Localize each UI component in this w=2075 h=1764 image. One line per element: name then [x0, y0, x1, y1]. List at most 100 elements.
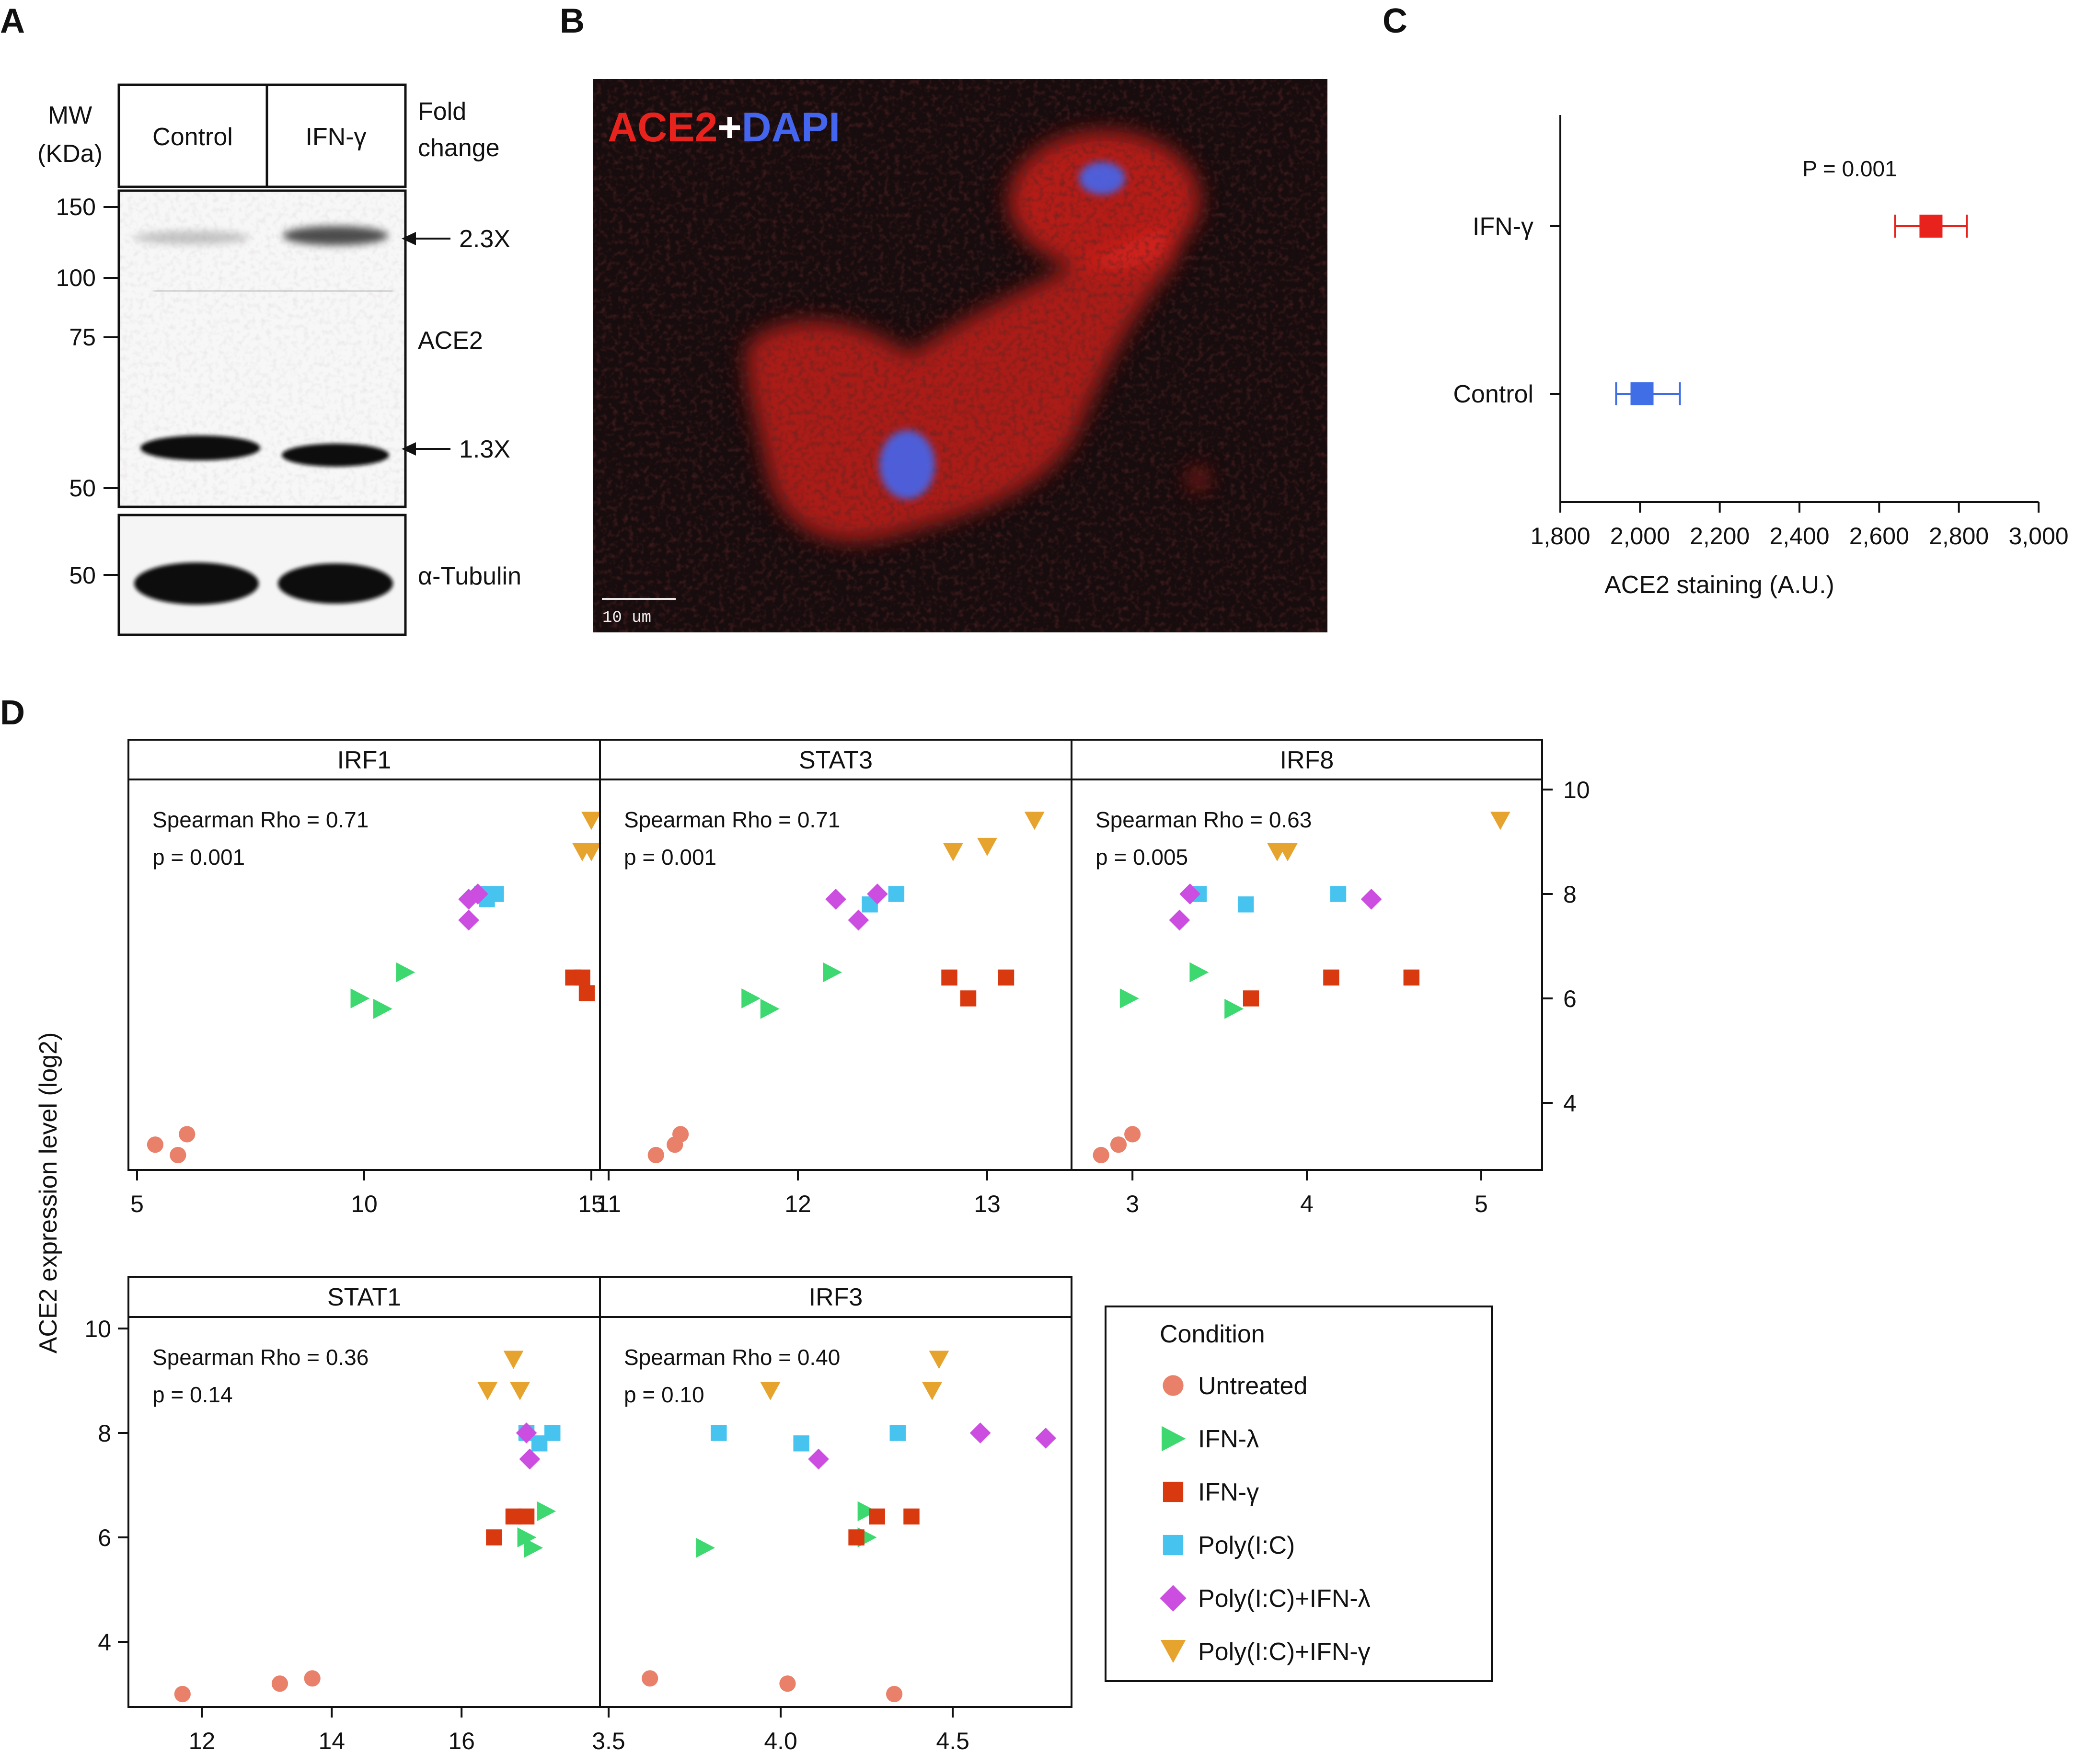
lower-band-control: [140, 435, 260, 460]
point-square: [544, 1425, 561, 1441]
point-untreated: [179, 1126, 196, 1143]
facet-stat3: STAT3 Spearman Rho = 0.71 p = 0.001 11 12 13: [596, 739, 1072, 1217]
point-triangle-down: [1024, 812, 1045, 830]
x-tick-label: 4: [1300, 1191, 1314, 1217]
point-square: [869, 1508, 885, 1525]
point-square: [1330, 886, 1347, 902]
lower-band-ifn-gamma: [282, 444, 389, 467]
point-triangle-down: [922, 1382, 942, 1400]
mean-marker-ifn-gamma: [1919, 215, 1943, 238]
legend-marker-poly-i-c-ifn-: [1160, 1640, 1186, 1663]
legend-label-ifn-: IFN-λ: [1198, 1425, 1259, 1453]
tubulin-band-control: [134, 562, 259, 605]
nucleus-2: [879, 430, 935, 499]
y-tick-label: 4: [1563, 1090, 1577, 1117]
point-square: [960, 990, 977, 1007]
point-diamond: [1169, 909, 1190, 931]
y-tick-label: 4: [98, 1629, 111, 1656]
fold-upper: 2.3X: [459, 225, 510, 253]
x-tick-label: 12: [784, 1191, 811, 1217]
point-triangle-down: [943, 843, 963, 861]
x-tick-label: 5: [130, 1191, 144, 1217]
point-triangle-down: [760, 1382, 781, 1400]
panel-label-b: B: [560, 2, 585, 40]
category-label-ifn-gamma: IFN-γ: [1473, 213, 1533, 241]
x-tick-label: 2,000: [1610, 523, 1670, 550]
legend-marker-ifn-: [1162, 1426, 1186, 1452]
p-value-label: P = 0.001: [1802, 156, 1897, 181]
point-square: [793, 1435, 809, 1452]
panel-label-d: D: [0, 694, 25, 732]
point-untreated: [886, 1685, 903, 1703]
x-tick-label: 10: [351, 1191, 378, 1217]
fold-change-label: Fold: [418, 98, 466, 126]
point-square: [1323, 969, 1339, 986]
point-square: [888, 886, 905, 902]
mw-unit-label: (KDa): [37, 140, 103, 168]
x-tick-label: 16: [448, 1728, 475, 1754]
facet-frame: [1071, 739, 1543, 1171]
x-tick-label: 4.5: [936, 1728, 969, 1754]
y-axis-left: 4 6 8 10: [84, 1316, 128, 1656]
legend-label-ifn-: IFN-γ: [1198, 1478, 1259, 1506]
panel-label-c: C: [1383, 2, 1407, 40]
point-square: [1403, 969, 1420, 986]
y-tick-label: 6: [1563, 985, 1577, 1012]
spearman-rho-label: Spearman Rho = 0.36: [152, 1345, 369, 1370]
marker-150: 150: [56, 194, 96, 220]
x-axis-title: ACE2 staining (A.U.): [1604, 571, 1834, 599]
point-triangle-down: [581, 843, 601, 861]
point-triangle-right: [857, 1501, 877, 1522]
point-diamond: [516, 1422, 537, 1443]
legend-marker-untreated: [1163, 1375, 1184, 1396]
point-untreated: [647, 1146, 664, 1164]
point-triangle-down: [1278, 843, 1298, 861]
p-value-label: p = 0.001: [624, 845, 716, 870]
x-tick-label: 3,000: [2008, 523, 2068, 550]
point-untreated: [174, 1685, 191, 1703]
facet-stat1: STAT1 Spearman Rho = 0.36 p = 0.14 12 14 16: [127, 1276, 601, 1754]
point-triangle-down: [581, 812, 601, 830]
point-untreated: [304, 1670, 321, 1687]
facet-irf8: IRF8 Spearman Rho = 0.63 p = 0.005 3 4 5: [1071, 739, 1543, 1217]
nucleus-1: [1079, 162, 1125, 195]
point-triangle-right: [823, 962, 842, 983]
stain-label-ace2: ACE2: [608, 104, 717, 150]
category-label-control: Control: [1453, 380, 1533, 408]
y-axis-title: ACE2 expression level (log2): [35, 1032, 62, 1354]
mw-label: MW: [48, 102, 92, 129]
facet-frame: [599, 1276, 1072, 1708]
point-triangle-right: [373, 998, 392, 1019]
y-tick-label: 10: [84, 1316, 111, 1342]
x-tick-label: 3: [1126, 1191, 1139, 1217]
y-axis-right: 4 6 8 10: [1542, 777, 1590, 1117]
marker-100: 100: [56, 264, 96, 291]
p-value-label: p = 0.10: [624, 1382, 704, 1407]
point-triangle-right: [396, 962, 415, 983]
point-diamond: [519, 1448, 541, 1470]
point-square: [578, 985, 595, 1001]
point-untreated: [1110, 1136, 1127, 1153]
point-square: [848, 1529, 865, 1546]
point-triangle-down: [977, 837, 997, 856]
micrograph-panel: ACE2+DAPI 10 um: [593, 79, 1327, 632]
point-square: [488, 886, 504, 902]
point-untreated: [170, 1146, 186, 1164]
legend-label-untreated: Untreated: [1198, 1372, 1307, 1400]
point-triangle-down: [503, 1351, 524, 1369]
facet-title: STAT1: [327, 1283, 401, 1311]
scale-bar-label: 10 um: [602, 609, 651, 627]
upper-band-ifn-gamma: [283, 226, 388, 245]
point-diamond: [825, 889, 846, 910]
x-tick-label: 1,800: [1530, 523, 1590, 550]
legend-marker-poly-i-c-: [1163, 1535, 1184, 1556]
point-square: [889, 1425, 906, 1441]
point-triangle-right: [760, 998, 780, 1019]
point-diamond: [969, 1422, 991, 1443]
point-diamond: [808, 1448, 829, 1470]
y-tick-label: 6: [98, 1524, 111, 1551]
spearman-rho-label: Spearman Rho = 0.40: [624, 1345, 840, 1370]
point-triangle-right: [741, 988, 761, 1008]
ace2-staining-plot: P = 0.001 ACE2 staining (A.U.) IFN-γ Con…: [1453, 115, 2069, 599]
